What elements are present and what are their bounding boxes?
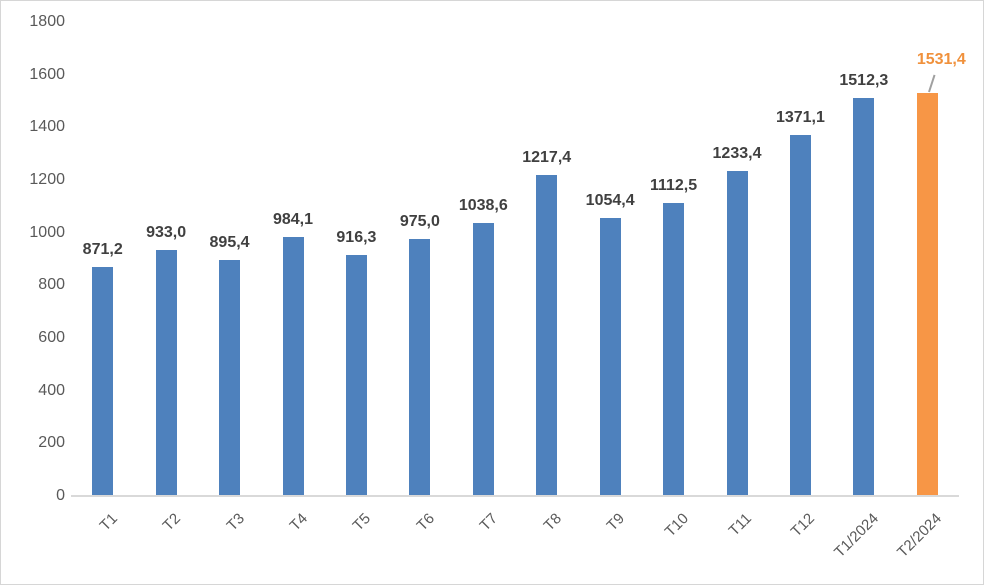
- data-label: 933,0: [146, 224, 187, 242]
- y-axis-tick-label: 800: [38, 276, 65, 294]
- y-axis-tick-label: 600: [38, 329, 65, 346]
- y-axis-tick-label: 1600: [29, 65, 65, 83]
- data-label: 1371,1: [775, 108, 825, 126]
- data-label: 895,4: [209, 234, 250, 252]
- data-label: 1531,4: [916, 50, 966, 68]
- y-axis-tick-label: 1400: [29, 118, 65, 136]
- bar: [155, 250, 177, 495]
- y-axis-tick-label: 1200: [29, 171, 65, 188]
- y-axis-tick-label: 200: [38, 434, 65, 452]
- data-label: 1112,5: [649, 177, 698, 195]
- bar: [282, 236, 304, 495]
- y-axis-tick-label: 0: [56, 487, 65, 504]
- data-label: 1233,4: [712, 145, 762, 163]
- bar: [853, 97, 875, 495]
- y-axis-tick-label: 400: [38, 381, 65, 399]
- bar: [92, 266, 114, 495]
- bar: [219, 260, 241, 495]
- data-label: 984,1: [272, 210, 314, 228]
- bar: [472, 222, 494, 495]
- leader-line: [928, 74, 936, 93]
- y-axis-tick-label: 1800: [29, 13, 65, 30]
- bar: [409, 239, 431, 495]
- data-label: 975,0: [399, 213, 440, 231]
- y-axis-tick-label: 1000: [29, 223, 65, 241]
- data-label: 1054,4: [585, 192, 635, 210]
- bar: [726, 171, 748, 495]
- bar: [663, 203, 685, 495]
- x-axis-line: [71, 495, 959, 497]
- bar: [789, 134, 811, 495]
- data-label: 1217,4: [522, 149, 572, 167]
- data-label: 1038,6: [458, 196, 508, 214]
- bar: [345, 254, 367, 495]
- bar: [599, 218, 621, 495]
- bar-highlighted: [916, 92, 938, 495]
- data-label: 1512,3: [839, 71, 889, 89]
- data-label: 871,2: [82, 240, 123, 258]
- bar: [536, 175, 558, 495]
- data-label: 916,3: [336, 228, 377, 246]
